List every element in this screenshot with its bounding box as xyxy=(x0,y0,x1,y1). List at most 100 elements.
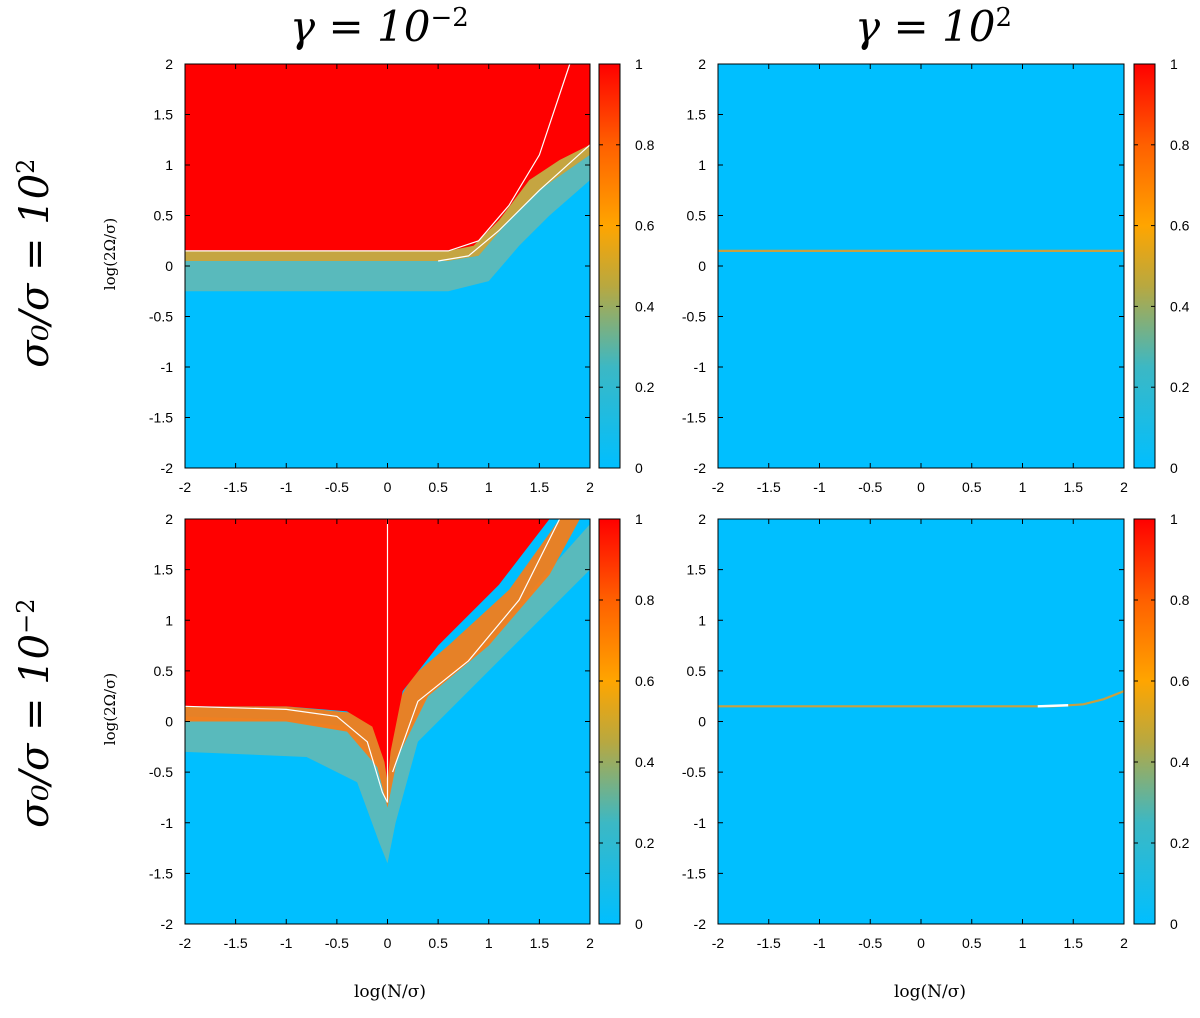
colorbar-tick-label: 1 xyxy=(1170,56,1178,72)
x-tick-label: -1 xyxy=(813,479,826,495)
x-tick-label: -2 xyxy=(712,479,725,495)
colorbar-tick-label: 0.4 xyxy=(635,754,655,770)
x-tick-label: 0.5 xyxy=(428,479,448,495)
x-axis-label-left: log(N/σ) xyxy=(353,982,427,1002)
x-tick-label: -1.5 xyxy=(757,479,781,495)
colorbar-tick-label: 0.2 xyxy=(635,835,655,851)
heatmap-background xyxy=(718,64,1124,468)
x-tick-label: -2 xyxy=(179,479,192,495)
y-tick-label: 2 xyxy=(165,56,173,72)
x-tick-label: 0 xyxy=(384,479,392,495)
y-tick-label: -2 xyxy=(694,916,707,932)
y-tick-label: -1.5 xyxy=(149,865,173,881)
colorbar-tick-label: 0 xyxy=(635,460,643,476)
x-tick-label: -2 xyxy=(179,935,192,951)
x-tick-label: 0 xyxy=(917,935,925,951)
x-tick-label: -1.5 xyxy=(224,479,248,495)
contour-line-1 xyxy=(392,518,561,773)
x-tick-label: 2 xyxy=(586,479,594,495)
x-tick-label: 1.5 xyxy=(1064,935,1084,951)
y-tick-label: 1 xyxy=(165,612,173,628)
colorbar-tick-label: 0.6 xyxy=(1170,673,1190,689)
x-tick-label: -1.5 xyxy=(224,935,248,951)
column-title-left-base: γ = 10 xyxy=(290,2,431,51)
column-title-right-exp: 2 xyxy=(995,3,1012,33)
column-title-left: γ = 10−2 xyxy=(290,2,469,51)
x-tick-label: -1.5 xyxy=(757,935,781,951)
x-tick-label: 1.5 xyxy=(530,935,550,951)
y-tick-label: -1 xyxy=(694,815,707,831)
y-tick-label: 2 xyxy=(698,56,706,72)
y-tick-label: 0.5 xyxy=(687,663,707,679)
colorbar-tick-label: 0.4 xyxy=(1170,754,1190,770)
x-tick-label: 0 xyxy=(917,479,925,495)
y-tick-label: 1.5 xyxy=(687,562,707,578)
colorbar-tick-label: 0 xyxy=(1170,916,1178,932)
x-tick-label: 2 xyxy=(1120,479,1128,495)
panel-gamma-1e2-sigma-1e-2: -2 -1.5 -1 -0.5 0 0.5 1 1.5 2 2 1.5 1 0.5 0 -0.5 -1 -1.5… xyxy=(682,511,1190,951)
colorbar-tick-label: 0.6 xyxy=(635,218,655,234)
transition-band xyxy=(185,139,590,261)
y-tick-label: -1 xyxy=(161,359,174,375)
x-tick-label: -1 xyxy=(280,479,293,495)
colorbar-tick-label: 0.8 xyxy=(635,137,655,153)
colorbar-tick-label: 0 xyxy=(635,916,643,932)
colorbar-tick-label: 0.6 xyxy=(1170,218,1190,234)
x-tick-label: -0.5 xyxy=(325,479,349,495)
y-tick-label: 0.5 xyxy=(154,208,174,224)
colorbar-tick-label: 1 xyxy=(635,511,643,527)
y-tick-label: -1.5 xyxy=(682,410,706,426)
colorbar-tick-label: 0.6 xyxy=(635,673,655,689)
colorbar-tick-label: 1 xyxy=(635,56,643,72)
high-region xyxy=(185,64,590,251)
x-tick-label: 1 xyxy=(1019,935,1027,951)
high-region xyxy=(185,519,550,783)
colorbar-tick-label: 0.8 xyxy=(1170,137,1190,153)
x-tick-label: 1 xyxy=(485,935,493,951)
x-tick-label: 0.5 xyxy=(962,935,982,951)
y-tick-label: 1 xyxy=(165,157,173,173)
column-title-left-exp: −2 xyxy=(430,3,469,33)
colorbar xyxy=(598,63,621,469)
y-tick-label: 2 xyxy=(165,511,173,527)
y-tick-label: -2 xyxy=(694,460,707,476)
y-tick-label: 1.5 xyxy=(154,562,174,578)
colorbar xyxy=(598,518,621,925)
colorbar xyxy=(1133,518,1156,925)
x-tick-label: 1 xyxy=(485,479,493,495)
y-tick-label: -0.5 xyxy=(682,764,706,780)
colorbar-tick-label: 1 xyxy=(1170,511,1178,527)
x-tick-label: -0.5 xyxy=(858,479,882,495)
contour-line-1 xyxy=(438,144,591,262)
colorbar-tick-label: 0.2 xyxy=(1170,379,1190,395)
y-tick-label: -1 xyxy=(694,359,707,375)
y-tick-label: -1.5 xyxy=(682,865,706,881)
y-tick-label: 1.5 xyxy=(154,107,174,123)
panel-gamma-1e2-sigma-1e2: -2 -1.5 -1 -0.5 0 0.5 1 1.5 2 2 1.5 1 0.5 0 -0.5 -1 -1.5… xyxy=(682,56,1190,495)
y-tick-label: 0 xyxy=(165,714,173,730)
y-tick-label: -0.5 xyxy=(149,764,173,780)
contour-highlight xyxy=(1037,704,1069,708)
transition-band-lower xyxy=(185,154,590,292)
x-tick-label: 1.5 xyxy=(530,479,550,495)
y-tick-label: 2 xyxy=(698,511,706,527)
y-tick-label: -0.5 xyxy=(682,309,706,325)
colorbar xyxy=(1133,63,1156,469)
colorbar-tick-label: 0 xyxy=(1170,460,1178,476)
y-tick-label: 1.5 xyxy=(687,107,707,123)
y-tick-label: -1.5 xyxy=(149,410,173,426)
panel-gamma-1e-2-sigma-1e-2: -2 -1.5 -1 -0.5 0 0.5 1 1.5 2 2 1.5 1 0.5 0 -0.5 -1 -1.5… xyxy=(149,511,655,951)
colorbar-tick-label: 0.8 xyxy=(1170,592,1190,608)
y-tick-label: 1 xyxy=(698,157,706,173)
x-tick-label: -0.5 xyxy=(325,935,349,951)
colorbar-tick-label: 0.4 xyxy=(635,298,655,314)
contour-line-0 xyxy=(718,690,1125,708)
colorbar-tick-label: 0.8 xyxy=(635,592,655,608)
y-tick-label: 1 xyxy=(698,612,706,628)
y-tick-label: -1 xyxy=(161,815,174,831)
panel-gamma-1e-2-sigma-1e2: -2 -1.5 -1 -0.5 0 0.5 1 1.5 2 2 1.5 1 0.5 0 -0.5 -1 -1.5… xyxy=(149,56,655,495)
x-tick-label: -2 xyxy=(712,935,725,951)
column-title-right-base: γ = 10 xyxy=(855,2,996,51)
